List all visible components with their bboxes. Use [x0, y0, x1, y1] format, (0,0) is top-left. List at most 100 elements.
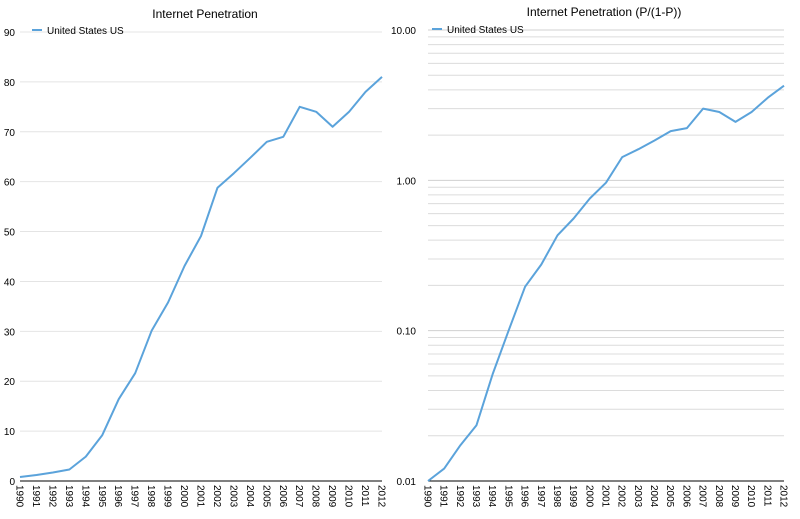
- x-tick-label: 2003: [227, 485, 238, 508]
- data-point: [282, 135, 285, 138]
- x-tick-label: 2008: [713, 485, 724, 508]
- y-tick-label: 50: [4, 228, 16, 239]
- data-point: [507, 328, 510, 331]
- data-point: [783, 84, 786, 87]
- x-tick-label: 2003: [632, 485, 643, 508]
- chart-1: Internet Penetration 0 10 20 30 40 50 60 70 80 90 1…: [4, 7, 387, 508]
- x-tick-label: 1990: [14, 485, 25, 508]
- data-point: [702, 107, 705, 110]
- x-tick-label: 2004: [244, 485, 255, 508]
- data-point: [315, 110, 318, 113]
- data-point: [540, 263, 543, 266]
- data-point: [101, 434, 104, 437]
- data-point: [524, 285, 527, 288]
- x-tick-label: 1997: [129, 485, 140, 508]
- data-point: [381, 75, 384, 78]
- legend: United States US: [432, 25, 524, 36]
- data-point: [766, 96, 769, 99]
- data-point: [35, 474, 38, 477]
- data-point: [19, 476, 22, 479]
- x-tick-label: 1996: [519, 485, 530, 508]
- x-tick-label: 1991: [438, 485, 449, 508]
- data-point: [200, 235, 203, 238]
- y-tick-label: 10: [4, 427, 16, 438]
- data-point: [167, 301, 170, 304]
- data-point: [183, 265, 186, 268]
- x-tick-label: 1993: [470, 485, 481, 508]
- y-tick-label: 80: [4, 78, 16, 89]
- data-point: [685, 127, 688, 130]
- data-point: [265, 140, 268, 143]
- data-point: [491, 373, 494, 376]
- series-line-united-states-us: [427, 84, 785, 482]
- y-tick-label: 60: [4, 178, 16, 189]
- data-point: [249, 156, 252, 159]
- data-point: [556, 234, 559, 237]
- data-point: [84, 455, 87, 458]
- x-tick-label: 1998: [145, 485, 156, 508]
- data-point: [605, 181, 608, 184]
- x-tick-label: 2004: [648, 485, 659, 508]
- data-point: [669, 130, 672, 133]
- x-tick-label: 1993: [63, 485, 74, 508]
- y-tick-label: 90: [4, 28, 16, 39]
- x-tick-label: 1995: [96, 485, 107, 508]
- data-point: [459, 444, 462, 447]
- x-tick-label: 2006: [277, 485, 288, 508]
- y-tick-label: 20: [4, 377, 16, 388]
- x-tick-label: 2008: [310, 485, 321, 508]
- x-tick-label: 1992: [46, 485, 57, 508]
- data-point: [443, 467, 446, 470]
- x-tick-label: 2000: [583, 485, 594, 508]
- x-tick-label: 2012: [376, 485, 387, 508]
- data-point: [51, 471, 54, 474]
- x-tick-label: 1991: [30, 485, 41, 508]
- data-point: [427, 480, 430, 483]
- legend-label: United States US: [47, 26, 124, 37]
- x-tick-label: 1990: [422, 485, 433, 508]
- data-point: [750, 111, 753, 114]
- y-tick-label: 0: [9, 477, 15, 488]
- y-tick-label: 30: [4, 327, 16, 338]
- x-tick-label: 2009: [729, 485, 740, 508]
- y-tick-label: 0.10: [397, 327, 417, 338]
- data-point: [68, 468, 71, 471]
- legend: United States US: [32, 26, 124, 37]
- x-tick-label: 1994: [79, 485, 90, 508]
- data-point: [348, 110, 351, 113]
- x-tick-label: 2002: [211, 485, 222, 508]
- x-tick-label: 1994: [486, 485, 497, 508]
- data-point: [572, 217, 575, 220]
- x-tick-label: 2002: [616, 485, 627, 508]
- series-line-united-states-us: [19, 76, 383, 478]
- x-tick-label: 2005: [664, 485, 675, 508]
- y-tick-label: 70: [4, 128, 16, 139]
- x-tick-label: 2007: [293, 485, 304, 508]
- x-tick-label: 1999: [567, 485, 578, 508]
- x-tick-label: 1992: [454, 485, 465, 508]
- data-point: [364, 90, 367, 93]
- data-point: [588, 197, 591, 200]
- data-point: [216, 186, 219, 189]
- x-tick-label: 2011: [761, 485, 772, 507]
- data-point: [298, 105, 301, 108]
- chart-title: Internet Penetration (P/(1-P)): [527, 5, 682, 19]
- x-tick-label: 2006: [680, 485, 691, 508]
- x-tick-label: 1997: [535, 485, 546, 508]
- y-tick-label: 40: [4, 277, 16, 288]
- x-tick-label: 1999: [162, 485, 173, 508]
- y-tick-label: 0.01: [397, 477, 417, 488]
- data-point: [134, 372, 137, 375]
- data-point: [232, 172, 235, 175]
- data-point: [117, 398, 120, 401]
- data-point: [621, 156, 624, 159]
- x-tick-label: 2009: [326, 485, 337, 508]
- data-point: [331, 125, 334, 128]
- legend-label: United States US: [447, 25, 524, 36]
- x-tick-label: 2005: [260, 485, 271, 508]
- x-tick-label: 2001: [195, 485, 206, 508]
- x-tick-label: 1996: [112, 485, 123, 508]
- data-point: [718, 111, 721, 114]
- x-tick-label: 2011: [359, 485, 370, 507]
